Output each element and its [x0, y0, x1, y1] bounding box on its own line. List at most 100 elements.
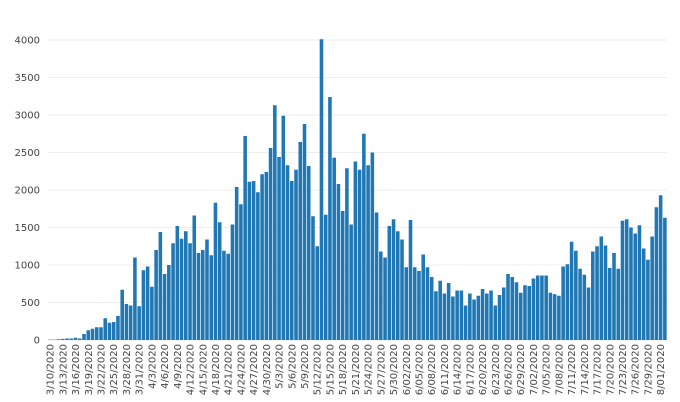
bar: [383, 257, 387, 340]
x-tick-label: 3/22/2020: [96, 344, 107, 395]
bar: [429, 277, 434, 340]
x-tick-label: 7/02/2020: [529, 344, 540, 395]
bar: [306, 166, 311, 340]
x-tick-label: 5/18/2020: [338, 344, 349, 395]
y-tick-label: 4000: [15, 36, 40, 47]
bar: [451, 296, 455, 340]
bar: [658, 195, 663, 340]
bar: [616, 268, 621, 340]
bar: [205, 239, 209, 340]
bar: [595, 246, 599, 340]
x-tick-label: 7/14/2020: [580, 344, 591, 395]
bar: [154, 250, 158, 340]
bar: [340, 211, 345, 340]
x-tick-label: 7/29/2020: [643, 344, 654, 395]
bar: [86, 330, 91, 340]
x-tick-label: 6/08/2020: [427, 344, 438, 395]
y-tick-label: 3000: [15, 111, 40, 122]
bar: [319, 39, 324, 340]
bar: [323, 214, 328, 340]
bar: [561, 266, 565, 340]
bar: [277, 157, 281, 340]
bar: [527, 286, 531, 340]
bar: [336, 184, 341, 340]
bar: [226, 253, 230, 340]
x-tick-label: 4/18/2020: [211, 344, 222, 395]
bar: [82, 334, 86, 340]
bar: [290, 181, 294, 340]
x-tick-label: 5/24/2020: [364, 344, 375, 395]
x-tick-label: 4/21/2020: [224, 344, 235, 395]
x-tick-label: 7/23/2020: [618, 344, 629, 395]
y-tick-label: 0: [34, 336, 40, 347]
x-tick-label: 5/6/2020: [287, 344, 298, 389]
x-tick-label: 8/01/2020: [656, 344, 667, 395]
bar: [548, 292, 553, 340]
bar: [69, 338, 74, 340]
bar: [294, 169, 298, 340]
x-tick-label: 6/02/2020: [402, 344, 413, 395]
bar: [247, 181, 252, 340]
bar: [370, 152, 375, 340]
x-tick-label: 7/05/2020: [542, 344, 553, 395]
bar: [175, 226, 180, 340]
bar: [417, 271, 421, 340]
bar: [391, 219, 396, 340]
bar: [574, 250, 578, 340]
y-tick-label: 1500: [15, 223, 40, 234]
bar: [230, 224, 235, 340]
x-tick-label: 6/23/2020: [491, 344, 502, 395]
bar: [213, 202, 218, 340]
bar: [459, 290, 464, 340]
bar: [73, 337, 78, 340]
bar: [480, 289, 485, 340]
x-tick-label: 4/9/2020: [173, 344, 184, 389]
bar: [501, 287, 506, 340]
bar: [400, 239, 404, 340]
bar: [61, 338, 65, 340]
bar: [540, 275, 544, 340]
bar: [56, 339, 61, 340]
x-tick-label: 7/26/2020: [631, 344, 642, 395]
bar: [531, 278, 536, 340]
x-tick-label: 6/05/2020: [414, 344, 425, 395]
bar: [209, 255, 214, 340]
bar: [607, 268, 612, 340]
bar: [99, 327, 103, 340]
bar: [124, 304, 129, 340]
y-tick-label: 3500: [15, 73, 40, 84]
bar: [90, 328, 95, 340]
bar: [285, 165, 290, 340]
bar: [353, 161, 358, 340]
bar: [395, 231, 400, 340]
x-tick-label: 5/30/2020: [389, 344, 400, 395]
x-tick-label: 7/11/2020: [567, 344, 578, 395]
bar: [349, 224, 353, 340]
bar: [311, 216, 315, 340]
x-tick-label: 3/31/2020: [135, 344, 146, 395]
bar: [158, 232, 163, 340]
bar: [379, 251, 383, 340]
y-tick-label: 500: [21, 298, 40, 309]
bar: [476, 295, 481, 340]
bar: [145, 266, 150, 340]
x-tick-label: 6/29/2020: [516, 344, 527, 395]
bar: [463, 305, 468, 340]
bar: [222, 250, 226, 340]
bar: [650, 236, 654, 340]
bar: [184, 231, 188, 340]
bar: [103, 318, 108, 340]
x-tick-label: 5/15/2020: [325, 344, 336, 395]
bar: [646, 259, 650, 340]
bar: [514, 282, 519, 340]
bar: [535, 275, 540, 340]
bar: [620, 220, 625, 340]
y-tick-label: 2000: [15, 186, 40, 197]
x-tick-label: 6/17/2020: [465, 344, 476, 395]
x-tick-label: 5/3/2020: [275, 344, 286, 389]
bar: [565, 264, 570, 340]
bar: [65, 338, 69, 340]
x-tick-label: 6/11/2020: [440, 344, 451, 395]
bar: [107, 322, 112, 340]
